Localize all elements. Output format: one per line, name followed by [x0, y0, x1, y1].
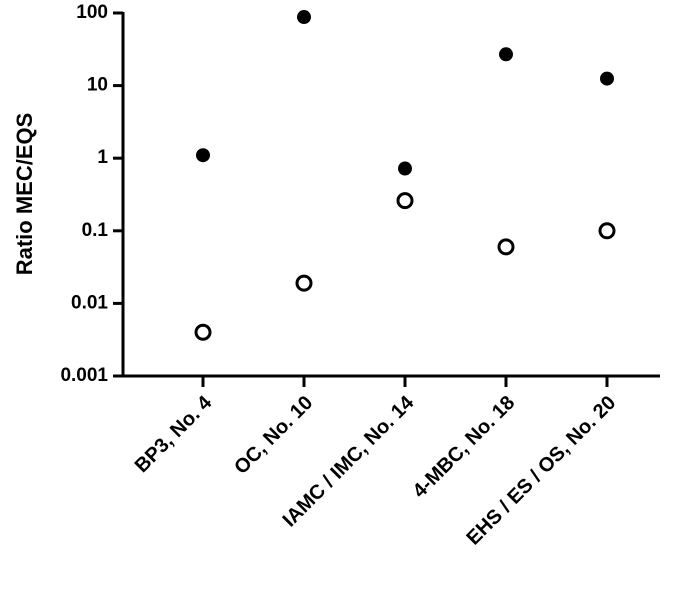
y-tick-label: 100 [76, 2, 108, 23]
open-point [295, 274, 313, 292]
open-point [497, 238, 515, 256]
x-tick-label: OC, No. 10 [230, 392, 317, 479]
data-points [194, 10, 616, 341]
open-point [396, 192, 414, 210]
filled-point [196, 148, 210, 163]
y-tick-label: 0.001 [60, 365, 108, 386]
y-axis-title: Ratio MEC/EQS [12, 113, 37, 276]
filled-point [297, 10, 311, 25]
x-tick-label: BP3, No. 4 [131, 391, 217, 477]
x-tick-label: 4-MBC, No. 18 [409, 392, 520, 503]
y-tick-label: 10 [87, 75, 108, 96]
y-axis: 0.001 0.01 0.1 1 10 100 [60, 2, 125, 386]
y-tick-label: 0.01 [71, 292, 108, 313]
filled-point [600, 71, 614, 86]
filled-point [398, 161, 412, 176]
y-tick-label: 0.1 [82, 220, 109, 241]
open-point [194, 323, 212, 341]
open-point [598, 222, 616, 240]
y-tick-label: 1 [97, 147, 108, 168]
filled-point [499, 47, 513, 62]
